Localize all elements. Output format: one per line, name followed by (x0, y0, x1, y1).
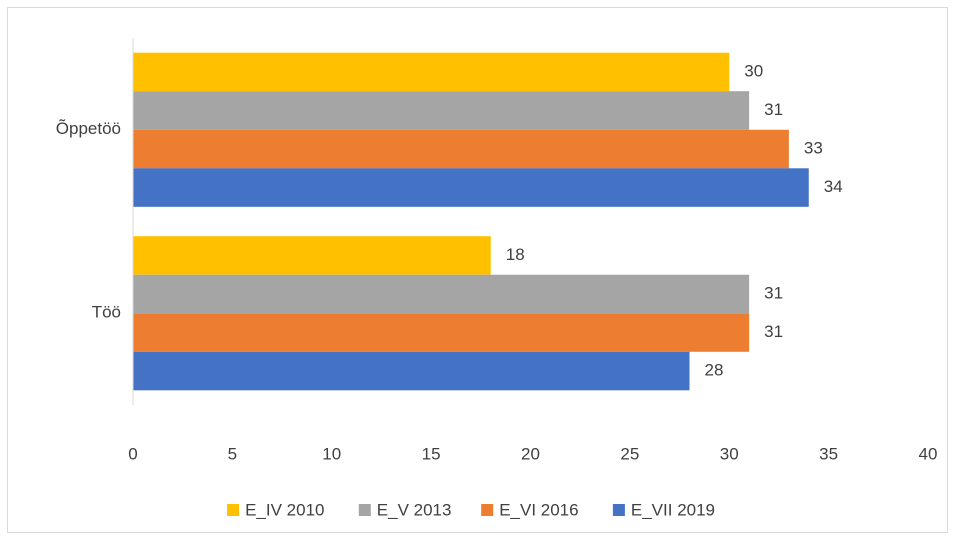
x-tick-label: 35 (819, 444, 838, 463)
data-label: 31 (764, 100, 783, 119)
x-tick-label: 40 (919, 444, 938, 463)
x-tick-label: 30 (720, 444, 739, 463)
legend-swatch (358, 504, 371, 516)
legend-label: E_VII 2019 (631, 500, 715, 519)
bar (133, 351, 690, 391)
bar (133, 129, 789, 169)
bar (133, 274, 750, 314)
x-tick-label: 5 (228, 444, 237, 463)
legend-swatch (227, 504, 240, 516)
x-tick-label: 20 (521, 444, 540, 463)
x-tick-label: 25 (620, 444, 639, 463)
x-tick-label: 0 (128, 444, 137, 463)
bar (133, 91, 750, 130)
data-label: 28 (705, 361, 724, 380)
bar (133, 168, 809, 207)
legend-swatch (481, 504, 494, 516)
x-tick-label: 15 (422, 444, 441, 463)
data-label: 18 (506, 245, 525, 264)
data-label: 31 (764, 283, 783, 302)
data-label: 31 (764, 322, 783, 341)
legend-label: E_IV 2010 (245, 500, 324, 519)
y-tick-label: Õppetöö (56, 119, 121, 138)
bar (133, 236, 491, 275)
data-label: 30 (744, 61, 763, 80)
bar (133, 52, 730, 92)
bar (133, 313, 750, 352)
x-tick-label: 10 (322, 444, 341, 463)
y-tick-label: Töö (92, 303, 121, 322)
legend-swatch (612, 504, 625, 516)
legend-label: E_V 2013 (377, 500, 452, 519)
data-label: 34 (824, 177, 843, 196)
legend-label: E_VI 2016 (499, 500, 578, 519)
data-label: 33 (804, 139, 823, 158)
